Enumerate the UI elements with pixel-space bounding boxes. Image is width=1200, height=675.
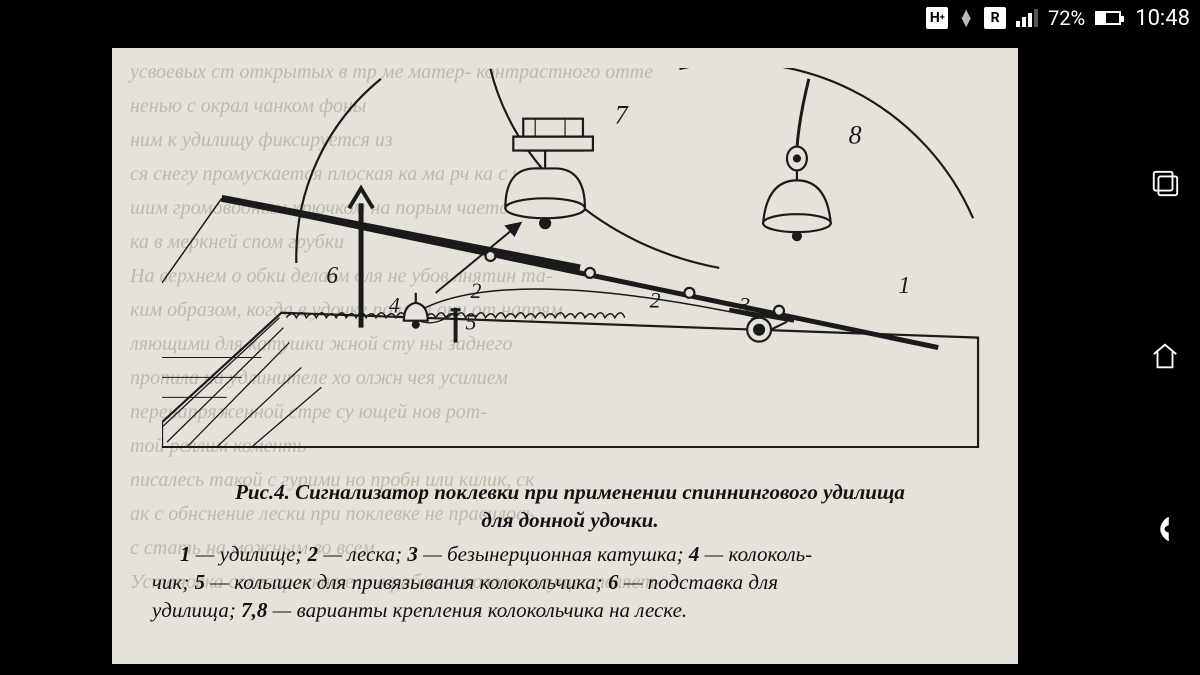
data-arrows-icon: ▲▼	[958, 10, 974, 26]
figure-legend: 1 — удилище; 2 — леска; 3 — безынерционн…	[152, 540, 988, 624]
svg-text:4: 4	[389, 292, 400, 317]
figure-diagram: 7 8	[162, 68, 988, 448]
svg-text:2: 2	[650, 287, 661, 312]
svg-text:6: 6	[326, 262, 338, 288]
back-button[interactable]	[1147, 511, 1183, 547]
recent-apps-button[interactable]	[1147, 165, 1183, 201]
svg-text:5: 5	[466, 309, 477, 334]
svg-text:1: 1	[898, 272, 910, 298]
svg-text:8: 8	[849, 120, 862, 149]
caption-title-line2: для донной удочки.	[481, 508, 658, 532]
svg-text:2: 2	[471, 277, 482, 302]
battery-percent: 72%	[1048, 6, 1085, 30]
image-viewer[interactable]: усвоевых ст открытых в тр ме матер- конт…	[0, 36, 1130, 675]
navigation-bar	[1130, 36, 1200, 675]
signal-icon	[1016, 9, 1038, 27]
recent-apps-icon	[1150, 168, 1180, 198]
status-bar: H+ ▲▼ R 72% 10:48	[0, 0, 1200, 36]
home-button[interactable]	[1147, 338, 1183, 374]
figure-caption: Рис.4. Сигнализатор поклевки при примене…	[152, 478, 988, 624]
back-icon	[1150, 514, 1180, 544]
caption-title-line1: Рис.4. Сигнализатор поклевки при примене…	[235, 480, 905, 504]
battery-icon	[1095, 11, 1121, 25]
home-icon	[1150, 341, 1180, 371]
svg-text:7: 7	[615, 100, 629, 129]
scanned-page: усвоевых ст открытых в тр ме матер- конт…	[110, 46, 1020, 666]
clock: 10:48	[1135, 6, 1190, 31]
network-type-badge: H+	[926, 7, 948, 29]
roaming-badge: R	[984, 7, 1006, 29]
